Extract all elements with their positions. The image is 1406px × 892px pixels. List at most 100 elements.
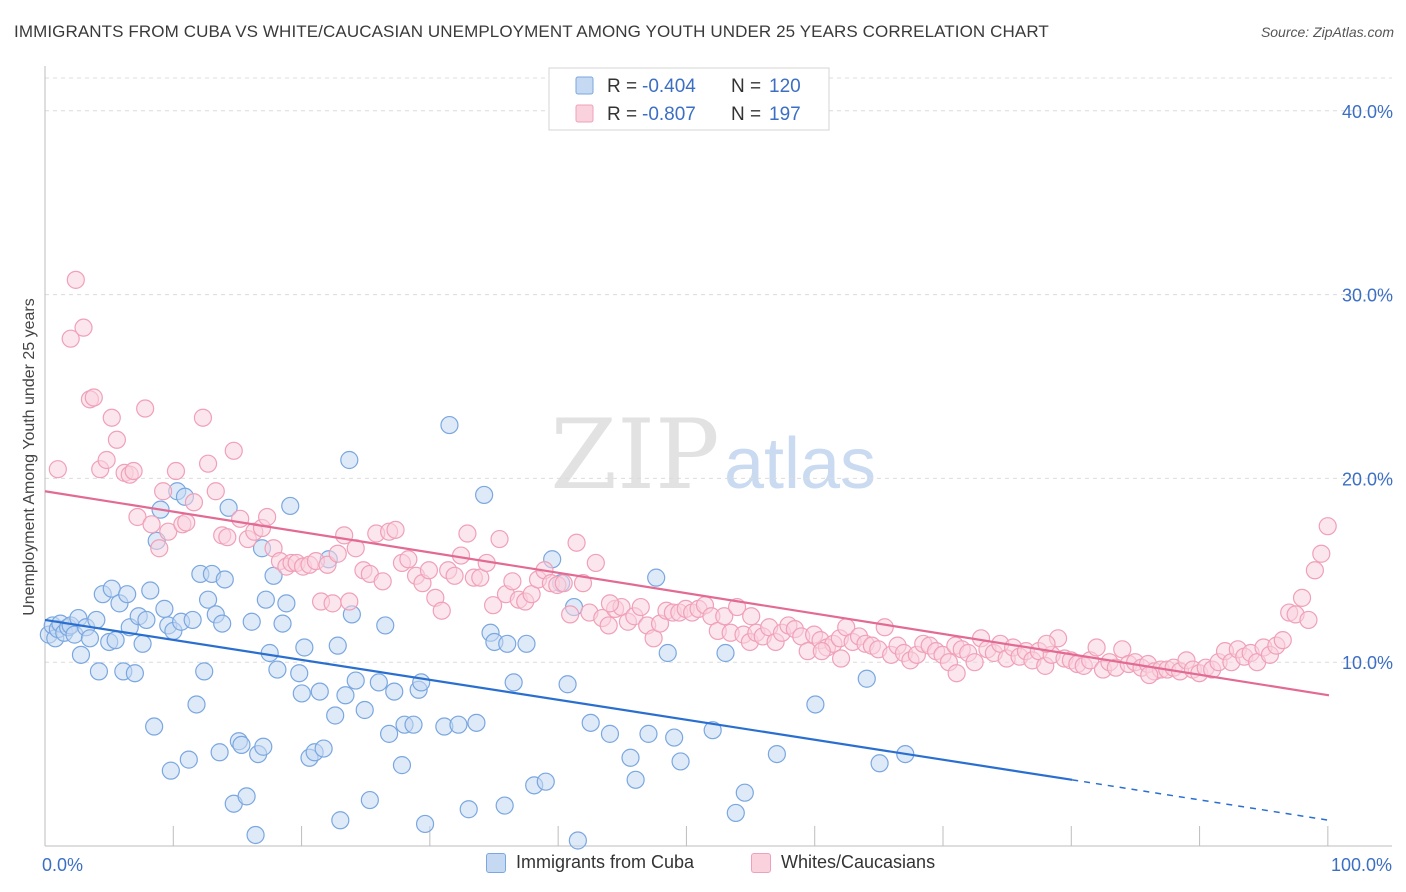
white-point — [1312, 544, 1331, 563]
cuba-point — [536, 772, 555, 791]
white-point — [458, 524, 477, 543]
white-point — [206, 482, 225, 501]
white-point — [831, 649, 851, 668]
cuba-point — [80, 629, 100, 648]
white-point — [142, 515, 161, 534]
white-point — [66, 270, 85, 289]
source-label: Source: ZipAtlas.com — [1260, 24, 1394, 40]
white-point — [599, 616, 618, 635]
cuba-point — [626, 770, 645, 789]
cuba-point — [141, 581, 160, 600]
cuba-point — [440, 415, 459, 435]
cuba-point — [106, 631, 125, 650]
cuba-point — [213, 614, 232, 633]
cuba-point — [392, 756, 412, 775]
cuba-point — [295, 638, 314, 657]
white-point — [124, 461, 143, 481]
white-point — [102, 408, 121, 427]
watermark-zip: ZIP — [550, 399, 719, 511]
white-point — [177, 513, 196, 532]
cuba-point — [179, 750, 198, 769]
cuba-point — [310, 682, 329, 701]
cuba-point — [360, 790, 379, 810]
white-point — [386, 520, 405, 539]
cuba-point — [621, 748, 640, 767]
cuba-point — [183, 610, 202, 630]
white-point — [812, 642, 831, 661]
cuba-point — [314, 739, 333, 758]
cuba-point — [376, 616, 395, 635]
cuba-point — [495, 796, 514, 815]
cuba-point — [404, 715, 423, 734]
cuba-point — [256, 590, 275, 609]
watermark-atlas: atlas — [724, 424, 876, 504]
cuba-trend-line — [44, 618, 1073, 781]
cuba-point — [155, 599, 174, 618]
white-point — [1037, 634, 1056, 653]
cuba-point — [145, 717, 164, 736]
white-point — [631, 597, 650, 617]
cuba-point — [857, 669, 876, 688]
stats-r-label-cuba: R = — [607, 76, 637, 97]
cuba-point — [87, 610, 106, 630]
cuba-point — [328, 636, 347, 655]
cuba-point — [161, 761, 180, 780]
cuba-point — [568, 831, 587, 850]
cuba-point — [767, 744, 786, 764]
cuba-point — [415, 814, 435, 834]
stats-n-value-cuba: 120 — [769, 76, 801, 97]
white-point — [154, 482, 173, 501]
white-point — [1292, 588, 1312, 607]
cuba-point — [735, 783, 754, 802]
y-tick-label: 30.0% — [1342, 286, 1393, 306]
white-point — [258, 507, 277, 527]
series-legend: Immigrants from Cuba Whites/Caucasians — [0, 852, 1406, 878]
cuba-point — [716, 643, 735, 663]
y-tick-label: 20.0% — [1342, 469, 1393, 489]
white-point — [1299, 610, 1318, 630]
cuba-point — [71, 645, 91, 664]
white-point — [875, 618, 894, 637]
cuba-point — [268, 660, 287, 679]
cuba-point — [385, 682, 404, 701]
cuba-trend-line-extension — [1072, 779, 1330, 822]
white-point — [1273, 631, 1292, 650]
white-point — [323, 594, 342, 613]
y-tick-label: 10.0% — [1342, 653, 1393, 673]
white-point — [48, 460, 67, 479]
white-point — [445, 566, 464, 585]
cuba-point — [498, 634, 517, 653]
stats-swatch-white — [575, 104, 594, 123]
y-tick-label: 40.0% — [1342, 102, 1393, 122]
white-point — [1318, 517, 1337, 536]
white-point — [84, 388, 103, 407]
white-point — [328, 544, 347, 563]
white-point — [97, 450, 116, 470]
white-point — [715, 607, 734, 626]
white-point — [503, 572, 522, 591]
cuba-point — [647, 568, 666, 587]
white-point — [965, 653, 984, 672]
cuba-point — [870, 754, 889, 773]
cuba-point — [246, 825, 265, 845]
legend-swatch-white — [751, 852, 771, 873]
white-point — [484, 596, 503, 615]
cuba-point — [331, 811, 350, 830]
stats-n-label-cuba: N = — [731, 76, 761, 97]
white-point — [193, 408, 213, 427]
cuba-point — [326, 706, 345, 725]
white-point — [74, 318, 93, 337]
chart-title: IMMIGRANTS FROM CUBA VS WHITE/CAUCASIAN … — [14, 22, 1049, 41]
white-point — [107, 430, 127, 449]
cuba-point — [346, 671, 365, 690]
cuba-point — [665, 728, 684, 747]
white-point — [573, 574, 593, 593]
cuba-point — [449, 715, 468, 734]
cuba-point — [281, 496, 300, 516]
legend-label-white: Whites/Caucasians — [781, 852, 936, 872]
cuba-point — [210, 743, 229, 762]
x-tick-label-max: 100.0% — [1331, 855, 1392, 875]
legend-item-cuba: Immigrants from Cuba — [486, 852, 694, 873]
white-point — [218, 528, 237, 547]
